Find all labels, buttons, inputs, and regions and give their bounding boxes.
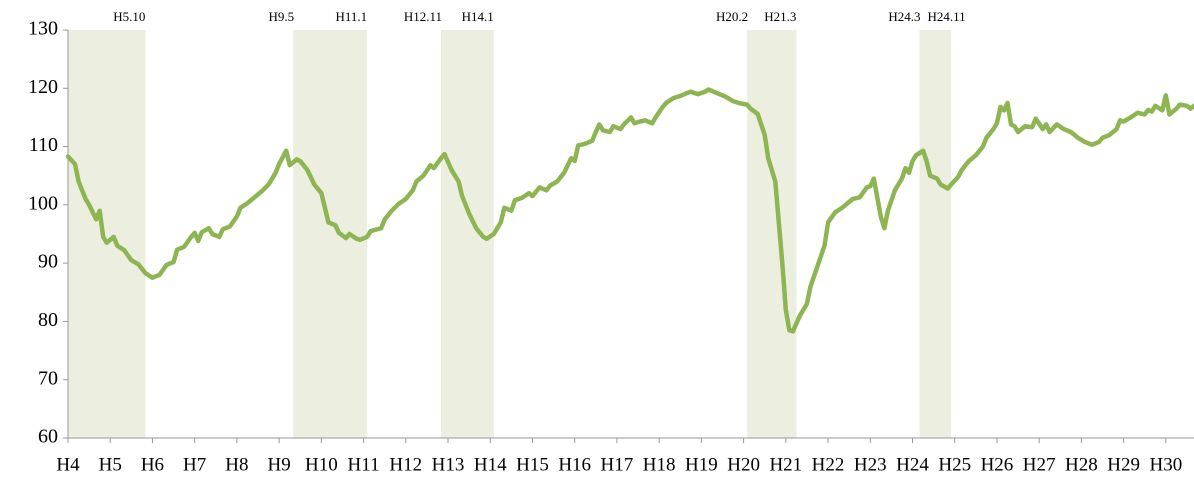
x-tick-label: H7: [183, 454, 206, 475]
period-label: H9.5: [269, 9, 295, 24]
x-tick-label: H21: [769, 454, 802, 475]
y-tick-label: 130: [28, 18, 58, 40]
x-tick-label: H22: [812, 454, 845, 475]
x-tick-label: H9: [268, 454, 291, 475]
y-tick-label: 100: [28, 192, 58, 214]
x-tick-label: H23: [854, 454, 887, 475]
shaded-period: [440, 30, 494, 438]
period-label: H12.11: [404, 9, 442, 24]
x-tick-label: H11: [348, 454, 380, 475]
x-tick-label: H26: [981, 454, 1014, 475]
period-label: H24.3: [888, 9, 920, 24]
x-tick-label: H13: [432, 454, 465, 475]
x-tick-label: H24: [896, 454, 929, 475]
x-tick-label: H28: [1065, 454, 1098, 475]
y-tick-label: 120: [28, 76, 58, 98]
shaded-period: [68, 30, 146, 438]
x-tick-label: H8: [225, 454, 248, 475]
x-tick-label: H17: [601, 454, 634, 475]
x-tick-label: H29: [1107, 454, 1140, 475]
period-label: H11.1: [335, 9, 367, 24]
y-tick-label: 110: [29, 134, 58, 156]
y-tick-label: 90: [38, 251, 58, 273]
period-label: H14.1: [462, 9, 494, 24]
period-label: H5.10: [113, 9, 145, 24]
x-tick-label: H12: [389, 454, 422, 475]
y-tick-label: 60: [38, 426, 58, 448]
period-label: H24.11: [928, 9, 966, 24]
x-tick-label: H5: [99, 454, 122, 475]
x-tick-label: H14: [474, 454, 507, 475]
data-line: [65, 87, 1194, 334]
x-tick-label: H25: [938, 454, 971, 475]
x-tick-label: H10: [305, 454, 338, 475]
y-tick-label: 70: [38, 367, 58, 389]
period-label: H20.2: [716, 9, 748, 24]
x-tick-label: H16: [558, 454, 591, 475]
shaded-period: [747, 30, 797, 438]
x-tick-label: H15: [516, 454, 549, 475]
y-tick-label: 80: [38, 309, 58, 331]
shaded-period: [919, 30, 952, 438]
x-tick-label: H20: [727, 454, 760, 475]
x-tick-label: H27: [1023, 454, 1056, 475]
shaded-period: [293, 30, 368, 438]
x-tick-label: H4: [56, 454, 80, 475]
x-tick-label: H18: [643, 454, 676, 475]
x-tick-label: H19: [685, 454, 718, 475]
period-label: H21.3: [764, 9, 796, 24]
x-tick-label: H30: [1149, 454, 1182, 475]
x-tick-label: H6: [141, 454, 164, 475]
